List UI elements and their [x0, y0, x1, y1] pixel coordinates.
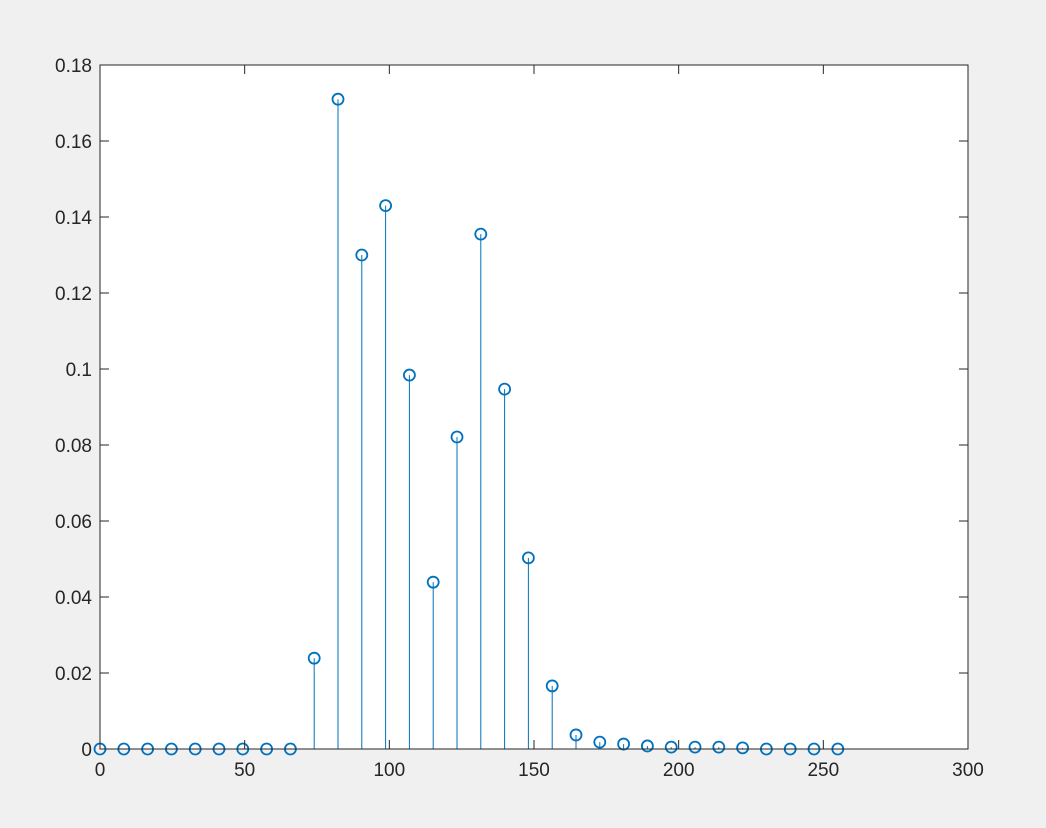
stem-marker	[403, 368, 416, 382]
stem-marker	[664, 740, 678, 754]
stem-16	[474, 227, 488, 749]
y-tick-label: 0.18	[55, 56, 92, 77]
stem-marker	[379, 199, 393, 213]
stem-15	[450, 430, 464, 749]
y-tick-label: 0.1	[66, 360, 92, 381]
x-tick-label: 150	[518, 760, 550, 781]
stem-marker	[545, 679, 559, 693]
stem-marker	[688, 740, 702, 754]
y-tick-label: 0.08	[55, 436, 92, 457]
stem-marker	[426, 575, 440, 589]
stem-marker	[450, 430, 464, 444]
y-tick-label: 0	[81, 740, 92, 761]
stem-marker	[569, 728, 583, 742]
x-tick-label: 200	[663, 760, 695, 781]
axes-background	[100, 65, 968, 749]
stem-marker	[593, 735, 607, 749]
x-tick-label: 0	[95, 760, 106, 781]
stem-21	[593, 735, 607, 749]
stem-marker	[736, 741, 750, 755]
stem-13	[403, 368, 416, 749]
stem-marker	[355, 248, 369, 262]
stem-marker	[331, 92, 345, 106]
stem-23	[640, 739, 654, 753]
stem-20	[569, 728, 583, 749]
stem-19	[545, 679, 559, 749]
stem-marker	[617, 737, 631, 751]
stem-11	[355, 248, 369, 749]
x-tick-label: 100	[373, 760, 405, 781]
x-tick-label: 300	[952, 760, 984, 781]
stem-10	[331, 92, 345, 749]
stem-marker	[498, 382, 512, 396]
stem-marker	[307, 651, 321, 665]
y-tick-label: 0.06	[55, 512, 92, 533]
stem-marker	[474, 227, 488, 241]
stem-marker	[640, 739, 654, 753]
stem-12	[379, 199, 393, 749]
stem-18	[521, 551, 535, 749]
stem-14	[426, 575, 440, 749]
y-tick-label: 0.02	[55, 664, 92, 685]
stem-17	[498, 382, 512, 749]
y-tick-label: 0.12	[55, 284, 92, 305]
stem-22	[617, 737, 631, 751]
y-tick-label: 0.16	[55, 132, 92, 153]
y-tick-label: 0.14	[55, 208, 92, 229]
x-tick-label: 50	[234, 760, 255, 781]
y-tick-label: 0.04	[55, 588, 92, 609]
x-tick-label: 250	[807, 760, 839, 781]
stem-9	[307, 651, 321, 749]
stem-marker	[712, 740, 726, 754]
stem-marker	[521, 551, 535, 565]
